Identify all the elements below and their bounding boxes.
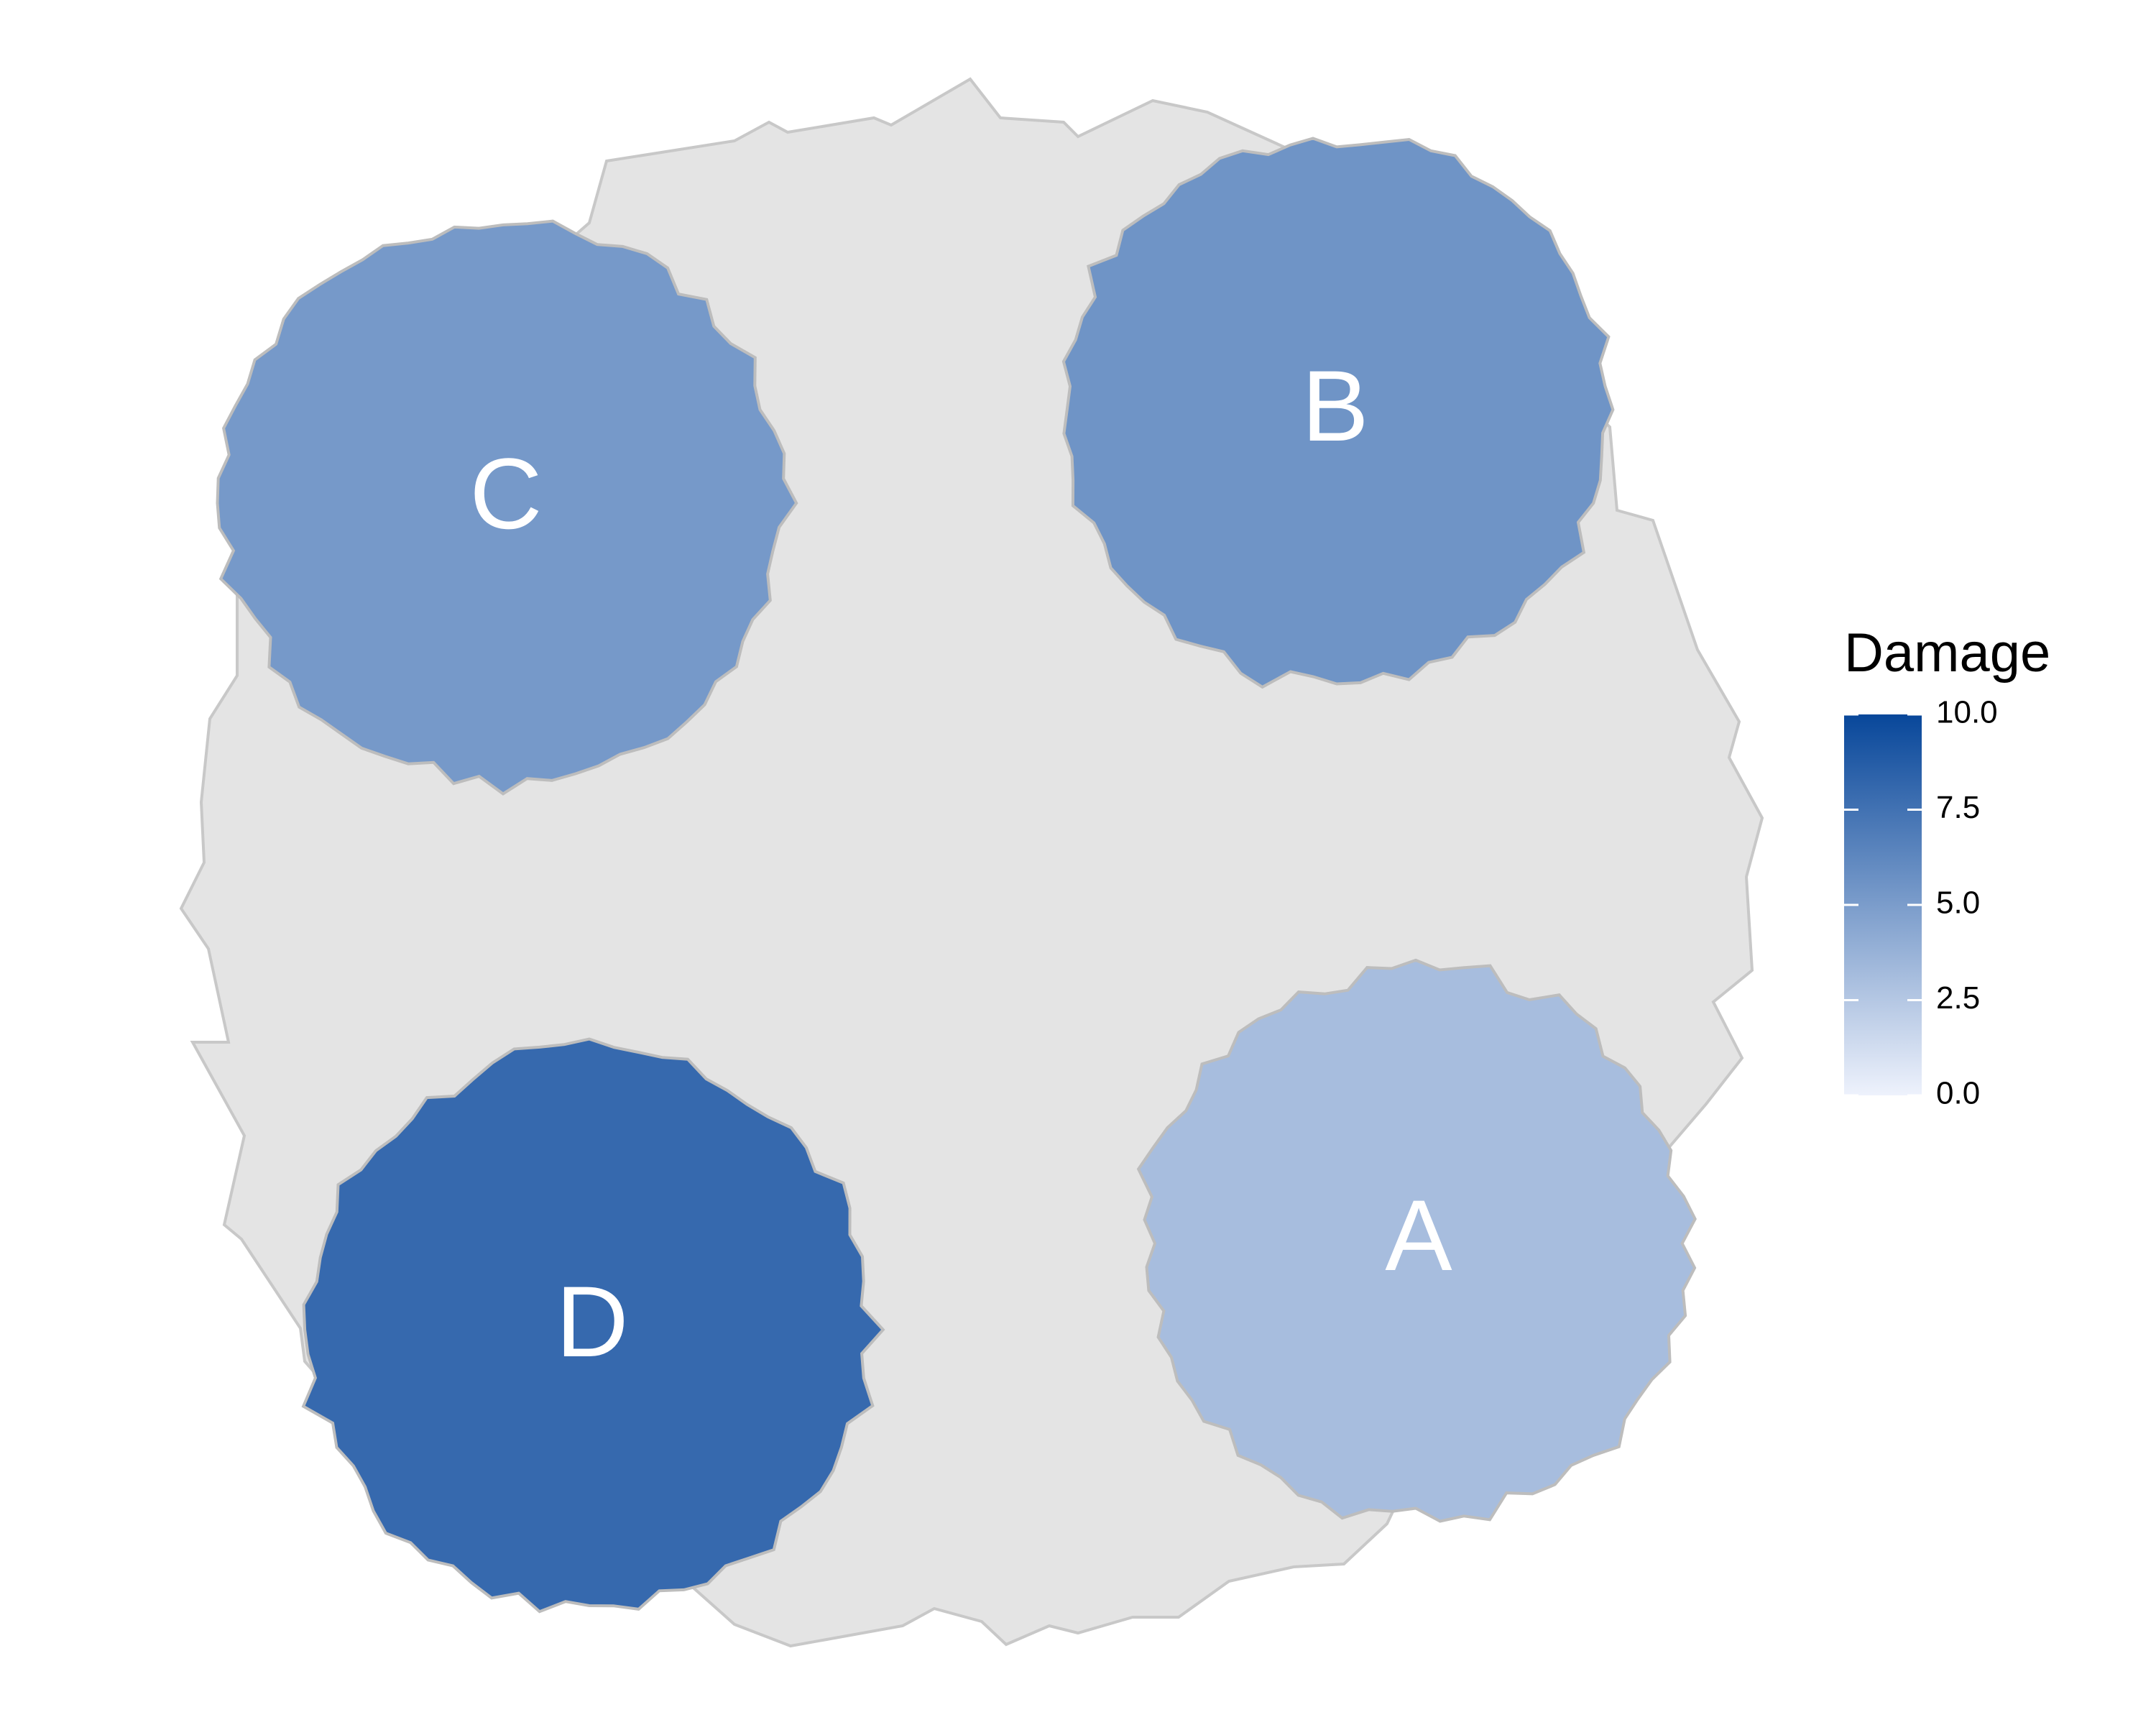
legend-tick-label: 7.5: [1936, 790, 1980, 825]
legend-tick-label: 5.0: [1936, 886, 1980, 921]
legend: Damage 0.0 2.5 5.0 7.5 10.0: [1844, 622, 2050, 1111]
region-a-label: A: [1385, 1179, 1452, 1292]
region-c-label: C: [469, 437, 542, 550]
region-d-label: D: [556, 1265, 628, 1378]
region-a-shape: [1136, 958, 1697, 1523]
legend-tick-label: 10.0: [1936, 695, 1998, 730]
legend-ticks: 0.0 2.5 5.0 7.5 10.0: [1844, 695, 1998, 1111]
legend-tick-label: 0.0: [1936, 1076, 1980, 1111]
legend-title: Damage: [1844, 622, 2050, 684]
legend-tick-label: 2.5: [1936, 980, 1980, 1016]
region-b-label: B: [1302, 349, 1368, 462]
region-d-shape: [301, 1037, 885, 1614]
region-b-shape: [1061, 137, 1615, 689]
region-c-shape: [216, 219, 798, 796]
regions-layer: A B C D: [216, 137, 1697, 1614]
